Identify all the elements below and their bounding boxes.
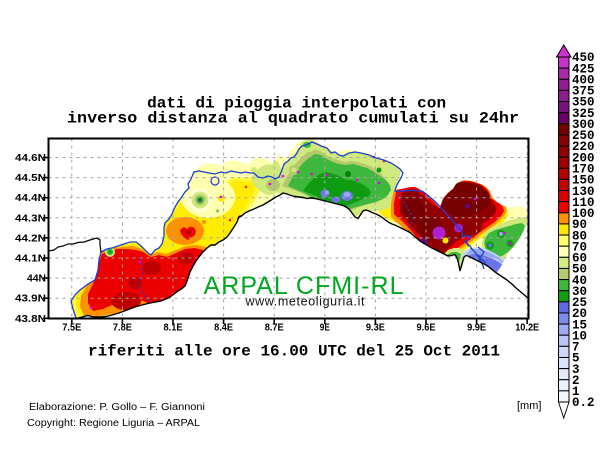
svg-text:riferiti alle ore 16.00 UTC de: riferiti alle ore 16.00 UTC del 25 Oct 2… — [88, 343, 500, 361]
svg-text:9.9E: 9.9E — [467, 322, 486, 334]
svg-text:3: 3 — [572, 363, 580, 377]
svg-text:44.3N: 44.3N — [15, 212, 46, 224]
svg-text:70: 70 — [572, 240, 587, 254]
svg-text:130: 130 — [572, 185, 595, 199]
svg-text:1: 1 — [572, 385, 580, 399]
svg-text:450: 450 — [572, 51, 595, 65]
svg-text:dati di pioggia interpolati co: dati di pioggia interpolati con — [147, 95, 446, 113]
svg-text:44N: 44N — [27, 273, 46, 285]
svg-text:110: 110 — [572, 196, 595, 210]
svg-text:20: 20 — [572, 307, 587, 321]
svg-text:100: 100 — [572, 207, 595, 221]
svg-text:300: 300 — [572, 118, 595, 132]
svg-text:80: 80 — [572, 229, 587, 243]
svg-text:7.5E: 7.5E — [62, 322, 81, 334]
svg-text:9.6E: 9.6E — [417, 322, 436, 334]
svg-text:200: 200 — [572, 151, 595, 165]
svg-text:44.4N: 44.4N — [15, 192, 46, 204]
svg-text:8.7E: 8.7E — [265, 322, 284, 334]
svg-text:30: 30 — [572, 285, 587, 299]
svg-text:9E: 9E — [320, 322, 330, 334]
svg-text:5: 5 — [572, 352, 580, 366]
svg-text:www.meteoliguria.it: www.meteoliguria.it — [245, 295, 366, 309]
svg-text:15: 15 — [572, 318, 587, 332]
svg-text:60: 60 — [572, 252, 587, 266]
svg-text:0.2: 0.2 — [572, 396, 595, 410]
svg-text:8.1E: 8.1E — [164, 322, 183, 334]
svg-text:325: 325 — [572, 107, 595, 121]
svg-text:7.8E: 7.8E — [113, 322, 132, 334]
svg-text:250: 250 — [572, 129, 595, 143]
svg-text:8.4E: 8.4E — [214, 322, 233, 334]
svg-text:375: 375 — [572, 85, 595, 99]
svg-text:43.9N: 43.9N — [15, 293, 46, 305]
svg-text:220: 220 — [572, 140, 595, 154]
svg-text:inverso distanza al quadrato c: inverso distanza al quadrato cumulati su… — [67, 110, 519, 128]
svg-text:7: 7 — [572, 341, 580, 355]
svg-text:43.8N: 43.8N — [15, 313, 46, 325]
svg-text:[mm]: [mm] — [517, 400, 541, 412]
svg-text:ARPAL CFMI-RL: ARPAL CFMI-RL — [204, 272, 404, 300]
svg-text:44.6N: 44.6N — [15, 152, 46, 164]
svg-text:44.1N: 44.1N — [15, 253, 46, 265]
svg-text:350: 350 — [572, 96, 595, 110]
svg-text:425: 425 — [572, 62, 595, 76]
svg-text:44.2N: 44.2N — [15, 232, 46, 244]
svg-text:2: 2 — [572, 374, 580, 388]
svg-text:44.5N: 44.5N — [15, 172, 46, 184]
svg-text:Copyright: Regione Liguria – A: Copyright: Regione Liguria – ARPAL — [27, 418, 200, 429]
svg-text:170: 170 — [572, 162, 595, 176]
svg-text:150: 150 — [572, 174, 595, 188]
svg-text:25: 25 — [572, 296, 587, 310]
svg-text:400: 400 — [572, 73, 595, 87]
svg-text:90: 90 — [572, 218, 587, 232]
svg-text:Elaborazione: P. Gollo – F. Gi: Elaborazione: P. Gollo – F. Giannoni — [29, 402, 205, 413]
svg-text:10.2E: 10.2E — [515, 322, 539, 334]
svg-text:40: 40 — [572, 274, 587, 288]
svg-text:10: 10 — [572, 329, 587, 343]
svg-text:9.3E: 9.3E — [366, 322, 385, 334]
svg-text:50: 50 — [572, 263, 587, 277]
